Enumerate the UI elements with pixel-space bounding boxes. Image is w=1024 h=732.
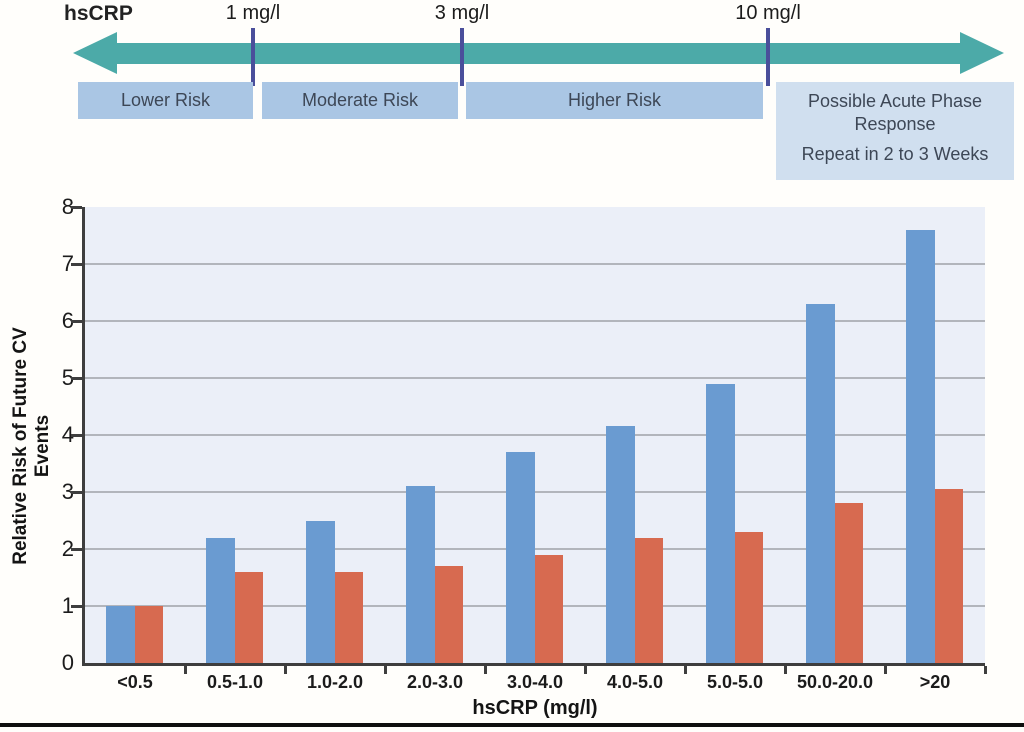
threshold-tick-3mgl bbox=[460, 28, 464, 86]
x-cat-label-2.0-3.0: 2.0-3.0 bbox=[406, 672, 464, 692]
y-tick-mark-2 bbox=[71, 548, 82, 551]
x-cat-label-50.0-20.0: 50.0-20.0 bbox=[796, 672, 874, 692]
y-tick-label-5: 5 bbox=[61, 365, 74, 390]
risk-arrow-shaft bbox=[100, 43, 962, 64]
bar-blue-series-1.0-2.0 bbox=[306, 520, 335, 663]
risk-band-label: Moderate Risk bbox=[301, 90, 419, 110]
bar-red-series->20 bbox=[935, 489, 963, 663]
figure-bottom-rule bbox=[0, 723, 1024, 727]
gridline-y2 bbox=[85, 548, 985, 550]
bar-red-series-50.0-20.0 bbox=[835, 503, 863, 663]
bar-blue-series-3.0-4.0 bbox=[506, 452, 535, 663]
plot-area bbox=[82, 207, 985, 666]
risk-band-lower: Lower Risk bbox=[78, 82, 253, 119]
y-tick-mark-8 bbox=[71, 206, 82, 209]
x-cat-label-5.0-5.0: 5.0-5.0 bbox=[706, 672, 764, 692]
bar-red-series-0.5-1.0 bbox=[235, 571, 263, 663]
x-cat-label-1.0-2.0: 1.0-2.0 bbox=[306, 672, 364, 692]
y-tick-label-3: 3 bbox=[61, 479, 74, 504]
bar-blue-series->20 bbox=[906, 229, 935, 663]
gridline-y3 bbox=[85, 491, 985, 493]
y-tick-label-8: 8 bbox=[61, 194, 74, 219]
gridline-y5 bbox=[85, 377, 985, 379]
y-tick-mark-7 bbox=[71, 263, 82, 266]
y-tick-mark-1 bbox=[71, 605, 82, 608]
risk-band-moderate: Moderate Risk bbox=[262, 82, 458, 119]
threshold-tick-10mgl bbox=[766, 28, 770, 86]
x-cat-label->20: >20 bbox=[919, 672, 951, 692]
x-tick-mark-8 bbox=[884, 666, 887, 674]
bar-red-series-4.0-5.0 bbox=[635, 537, 663, 663]
bar-blue-series-2.0-3.0 bbox=[406, 486, 435, 663]
bar-red-series-5.0-5.0 bbox=[735, 531, 763, 663]
x-tick-mark-3 bbox=[384, 666, 387, 674]
threshold-tick-1mgl bbox=[251, 28, 255, 86]
gridline-y7 bbox=[85, 263, 985, 265]
acute-phase-line1: Possible Acute Phase Response bbox=[807, 91, 983, 134]
y-tick-label-6: 6 bbox=[61, 308, 74, 333]
x-cat-label-3.0-4.0: 3.0-4.0 bbox=[506, 672, 564, 692]
y-tick-label-0: 0 bbox=[61, 650, 74, 675]
bar-blue-series-50.0-20.0 bbox=[806, 303, 835, 663]
arrow-left-head-icon bbox=[73, 32, 117, 74]
x-axis-title: hsCRP (mg/l) bbox=[472, 697, 598, 719]
x-tick-mark-4 bbox=[484, 666, 487, 674]
bar-blue-series-<0.5 bbox=[106, 606, 135, 663]
gridline-y6 bbox=[85, 320, 985, 322]
y-tick-label-7: 7 bbox=[61, 251, 74, 276]
bar-blue-series-0.5-1.0 bbox=[206, 537, 235, 663]
y-tick-mark-6 bbox=[71, 320, 82, 323]
bar-red-series-1.0-2.0 bbox=[335, 571, 363, 663]
x-tick-mark-5 bbox=[584, 666, 587, 674]
risk-band-label: Lower Risk bbox=[120, 90, 211, 110]
threshold-label-3mgl: 3 mg/l bbox=[434, 2, 490, 24]
bar-blue-series-4.0-5.0 bbox=[606, 426, 635, 663]
threshold-label-1mgl: 1 mg/l bbox=[225, 2, 281, 24]
y-tick-mark-5 bbox=[71, 377, 82, 380]
x-tick-mark-1 bbox=[184, 666, 187, 674]
bar-blue-series-5.0-5.0 bbox=[706, 383, 735, 663]
x-tick-mark-6 bbox=[684, 666, 687, 674]
acute-phase-line2: Repeat in 2 to 3 Weeks bbox=[801, 144, 989, 164]
y-tick-label-2: 2 bbox=[61, 536, 74, 561]
x-cat-label-0.5-1.0: 0.5-1.0 bbox=[206, 672, 264, 692]
x-tick-mark-2 bbox=[284, 666, 287, 674]
x-tick-mark-9 bbox=[984, 666, 987, 674]
y-tick-label-4: 4 bbox=[61, 422, 74, 447]
x-tick-mark-7 bbox=[784, 666, 787, 674]
acute-phase-box: Possible Acute Phase Response Repeat in … bbox=[776, 82, 1014, 180]
bar-red-series-<0.5 bbox=[135, 606, 163, 663]
bar-red-series-3.0-4.0 bbox=[535, 554, 563, 663]
x-cat-label-4.0-5.0: 4.0-5.0 bbox=[606, 672, 664, 692]
threshold-label-10mgl: 10 mg/l bbox=[735, 2, 801, 24]
bar-red-series-2.0-3.0 bbox=[435, 566, 463, 663]
risk-band-label: Higher Risk bbox=[567, 90, 662, 110]
risk-band-higher: Higher Risk bbox=[466, 82, 763, 119]
x-cat-label-<0.5: <0.5 bbox=[117, 672, 153, 692]
y-tick-mark-4 bbox=[71, 434, 82, 437]
gridline-y4 bbox=[85, 434, 985, 436]
arrow-right-head-icon bbox=[960, 32, 1004, 74]
y-tick-mark-3 bbox=[71, 491, 82, 494]
hscrp-scale-label: hsCRP bbox=[64, 2, 133, 25]
y-tick-label-1: 1 bbox=[61, 593, 74, 618]
